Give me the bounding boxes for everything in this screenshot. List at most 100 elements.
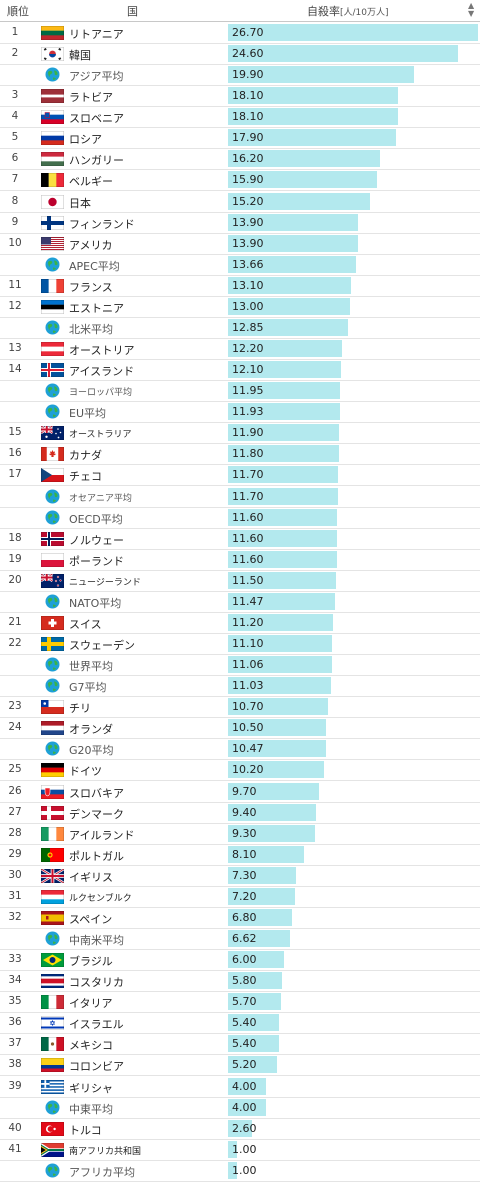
country-name[interactable]: イタリア [69, 997, 113, 1011]
country-name[interactable]: フランス [69, 280, 113, 294]
country-name[interactable]: スペイン [69, 912, 113, 926]
country-name[interactable]: アジア平均 [69, 70, 124, 84]
country-name[interactable]: チェコ [69, 470, 102, 484]
table-row: 2 韓国 24.60 [0, 43, 480, 66]
country-name[interactable]: 韓国 [69, 49, 91, 63]
country-name[interactable]: ハンガリー [69, 154, 124, 168]
country-name[interactable]: コロンビア [69, 1060, 124, 1074]
value-bar [228, 45, 459, 63]
flag-no-icon [41, 531, 64, 546]
value-bar [228, 845, 304, 863]
country-name[interactable]: コスタリカ [69, 976, 124, 990]
value-label: 10.20 [232, 763, 264, 777]
country-name[interactable]: ベルギー [69, 175, 113, 189]
value-bar [228, 487, 338, 505]
country-name[interactable]: スウェーデン [69, 639, 135, 653]
value-label: 8.10 [232, 847, 257, 861]
country-name[interactable]: ブラジル [69, 955, 113, 969]
table-row: 9 フィンランド 13.90 [0, 212, 480, 234]
country-name[interactable]: カナダ [69, 449, 102, 463]
flag-il-icon [41, 1016, 64, 1031]
flag-si-icon [41, 110, 64, 125]
country-name[interactable]: 中南米平均 [69, 934, 124, 947]
country-name[interactable]: スロバキア [69, 786, 124, 800]
country-name[interactable]: ドイツ [69, 765, 102, 779]
country-name[interactable]: チリ [69, 702, 91, 716]
country-name[interactable]: オーストラリア [69, 430, 132, 441]
country-name[interactable]: ヨーロッパ平均 [69, 388, 133, 399]
value-label: 11.60 [232, 552, 264, 566]
rank-cell: 38 [8, 1058, 22, 1071]
country-name[interactable]: ニュージーランド [69, 577, 141, 588]
value-label: 6.00 [232, 953, 257, 967]
country-name[interactable]: 北米平均 [69, 322, 113, 336]
value-bar [228, 635, 332, 653]
country-name[interactable]: EU平均 [69, 407, 107, 421]
country-name[interactable]: スイス [69, 617, 102, 631]
country-name[interactable]: イスラエル [69, 1018, 124, 1032]
globe-icon [45, 1100, 60, 1115]
country-name[interactable]: ロシア [69, 133, 102, 147]
country-name[interactable]: G7平均 [69, 681, 107, 695]
value-label: 1.00 [232, 1163, 257, 1177]
country-name[interactable]: ポルトガル [69, 849, 124, 863]
flag-es-icon [41, 910, 64, 925]
country-name[interactable]: ノルウェー [69, 533, 124, 547]
value-bar [228, 719, 327, 737]
value-label: 11.80 [232, 447, 264, 461]
country-name[interactable]: ポーランド [69, 554, 124, 568]
country-column-header[interactable]: 国 [127, 5, 138, 18]
rank-cell: 36 [8, 1016, 22, 1029]
sort-icon[interactable]: ▲ ▼ [468, 1, 475, 18]
flag-tr-icon [41, 1121, 64, 1136]
rank-cell: 9 [11, 215, 19, 228]
country-name[interactable]: アイスランド [69, 365, 135, 379]
country-name[interactable]: 南アフリカ共和国 [69, 1146, 142, 1157]
country-name[interactable]: G20平均 [69, 744, 114, 758]
country-name[interactable]: 中東平均 [69, 1102, 113, 1116]
country-name[interactable]: OECD平均 [69, 512, 123, 526]
rank-cell: 1 [11, 26, 19, 38]
table-row: 20 ニュージーランド 11.50 [0, 570, 480, 592]
country-name[interactable]: エストニア [69, 301, 124, 315]
rank-cell: 39 [8, 1079, 22, 1092]
country-name[interactable]: オーストリア [69, 344, 135, 358]
table-row: 24 オランダ 10.50 [0, 717, 480, 740]
country-name[interactable]: ルクセンブルク [69, 893, 132, 904]
country-name[interactable]: オランダ [69, 723, 113, 737]
rank-cell: 6 [11, 152, 19, 165]
country-name[interactable]: スロベニア [69, 112, 124, 126]
country-name[interactable]: デンマーク [69, 807, 124, 821]
table-row: 17 チェコ 11.70 [0, 464, 480, 487]
country-name[interactable]: フィンランド [69, 217, 135, 231]
country-name[interactable]: APEC平均 [69, 259, 120, 273]
rank-cell: 13 [8, 342, 22, 355]
country-name[interactable]: アフリカ平均 [69, 1165, 135, 1179]
country-name[interactable]: 日本 [69, 196, 91, 210]
value-label: 10.70 [232, 700, 264, 714]
globe-icon [45, 67, 60, 82]
country-name[interactable]: アイルランド [69, 828, 135, 842]
table-row: 38 コロンビア 5.20 [0, 1054, 480, 1077]
country-name[interactable]: イギリス [69, 870, 113, 884]
rank-cell: 22 [8, 637, 22, 650]
table-row: 18 ノルウェー 11.60 [0, 528, 480, 550]
country-name[interactable]: リトアニア [69, 28, 124, 41]
country-name[interactable]: アメリカ [69, 238, 113, 252]
rank-column-header[interactable]: 順位 [7, 5, 29, 18]
table-row: 23 チリ 10.70 [0, 696, 480, 719]
country-name[interactable]: ギリシャ [69, 1081, 113, 1095]
value-bar [228, 761, 324, 779]
value-bar [228, 1098, 266, 1116]
country-name[interactable]: オセアニア平均 [69, 493, 132, 504]
country-name[interactable]: ラトビア [69, 91, 113, 105]
country-name[interactable]: 世界平均 [69, 660, 113, 674]
rank-cell: 2 [11, 47, 19, 60]
country-name[interactable]: NATO平均 [69, 596, 122, 610]
value-label: 1.00 [232, 1142, 257, 1156]
country-name[interactable]: メキシコ [69, 1039, 113, 1053]
globe-icon [45, 594, 60, 609]
value-column-header[interactable]: 自殺率[人/10万人] [307, 3, 389, 19]
country-name[interactable]: トルコ [69, 1123, 102, 1137]
table-row: 29 ポルトガル 8.10 [0, 844, 480, 866]
